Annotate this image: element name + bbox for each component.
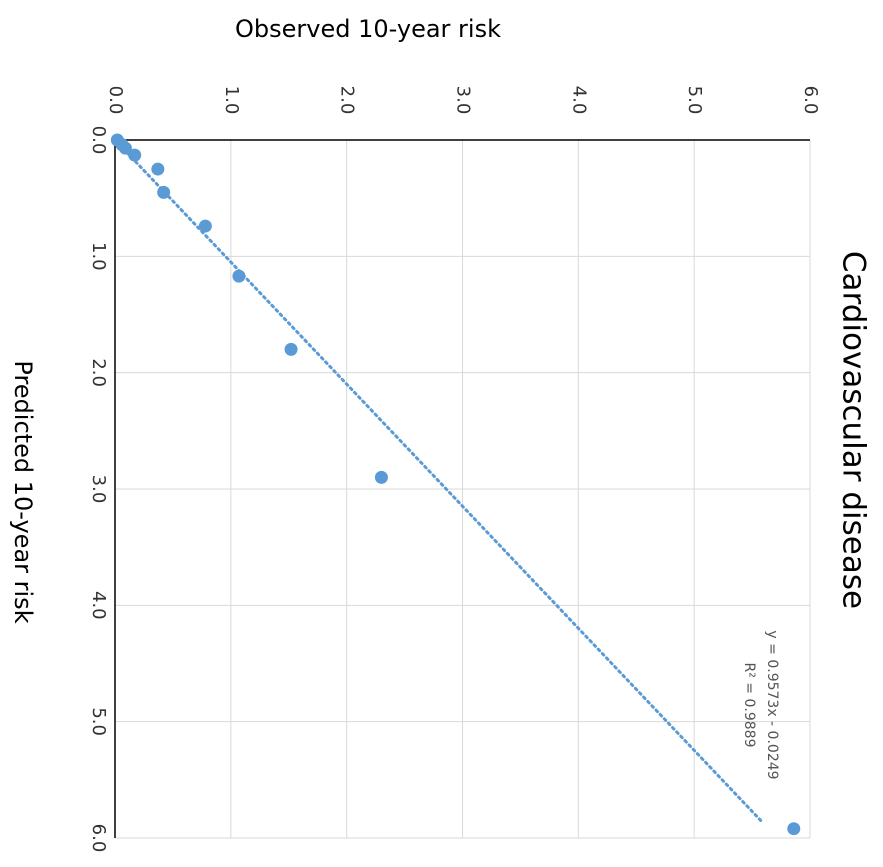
- trendline: [113, 138, 763, 823]
- data-point: [232, 269, 246, 283]
- data-point: [157, 185, 171, 199]
- y-tick-label: 5.0: [684, 86, 705, 115]
- x-tick-label: 3.0: [88, 475, 109, 504]
- trendline-equation: y = 0.9573x - 0.0249: [764, 630, 780, 779]
- x-tick-label: 1.0: [88, 242, 109, 271]
- y-tick-label: 6.0: [800, 86, 821, 115]
- x-tick-label: 0.0: [88, 126, 109, 155]
- y-tick-label: 0.0: [105, 86, 126, 115]
- x-tick-label: 5.0: [88, 707, 109, 736]
- data-point: [128, 148, 142, 162]
- x-tick-label: 4.0: [88, 591, 109, 620]
- data-point: [198, 219, 212, 233]
- y-tick-labels: 0.0 1.0 2.0 3.0 4.0 5.0 6.0: [105, 86, 821, 115]
- data-point: [787, 822, 801, 836]
- x-tick-labels: 0.0 1.0 2.0 3.0 4.0 5.0 6.0: [88, 126, 109, 853]
- data-point: [374, 470, 388, 484]
- x-tick-label: 2.0: [88, 358, 109, 387]
- grid-lines: [115, 140, 811, 839]
- y-tick-label: 1.0: [221, 86, 242, 115]
- data-point: [151, 162, 165, 176]
- x-axis-title: Predicted 10-year risk: [9, 360, 37, 623]
- x-tick-label: 6.0: [88, 824, 109, 853]
- y-axis-title: Observed 10-year risk: [235, 15, 501, 43]
- y-tick-label: 2.0: [337, 86, 358, 115]
- chart-title: Cardiovascular disease: [836, 251, 872, 609]
- r-squared-label: R² = 0.9889: [741, 663, 757, 748]
- data-points: [110, 133, 801, 836]
- y-tick-label: 4.0: [568, 86, 589, 115]
- data-point: [118, 141, 132, 155]
- data-point: [284, 342, 298, 356]
- y-tick-label: 3.0: [453, 86, 474, 115]
